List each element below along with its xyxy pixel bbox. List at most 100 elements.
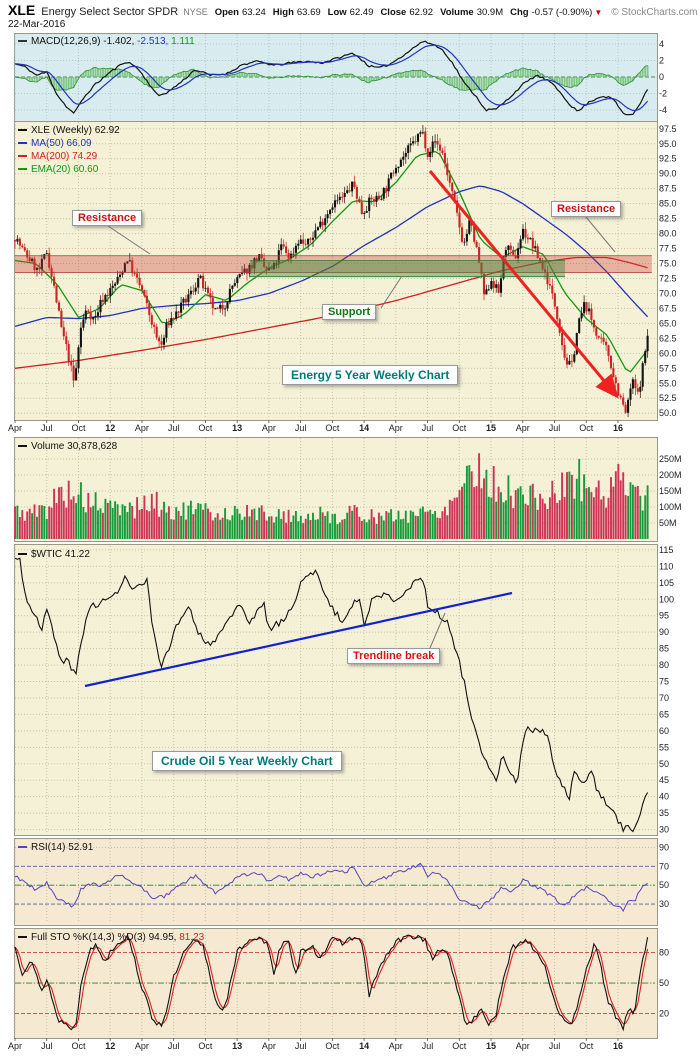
y-axis-tick-label: 4	[659, 39, 664, 49]
time-axis-label: Jul	[421, 1041, 434, 1051]
series-dash-icon	[18, 846, 27, 849]
symbol-name: Energy Select Sector SPDR	[41, 6, 179, 18]
change-down-triangle-icon: ▼	[594, 8, 603, 17]
time-axis-label: Jul	[167, 423, 180, 433]
y-axis-tick-label: 70.0	[659, 288, 677, 298]
time-axis-label: Apr	[134, 1041, 149, 1051]
time-axis-label: 15	[486, 423, 497, 433]
price-legend-row-2: MA(200) 74.29	[18, 151, 97, 162]
legend-text: MACD(12,26,9)	[31, 36, 104, 47]
quote-label: Volume	[440, 7, 474, 18]
y-axis-tick-label: 75	[659, 677, 669, 687]
y-axis-tick-label: 100	[659, 594, 674, 604]
y-axis-tick-label: 92.5	[659, 154, 677, 164]
time-axis-label: 15	[486, 1041, 497, 1051]
time-axis-label: Jul	[548, 1041, 561, 1051]
price-legend-row-1: MA(50) 66.09	[18, 138, 92, 149]
copyright: © StockCharts.com	[611, 7, 698, 18]
wtic-legend: $WTIC 41.22	[18, 549, 90, 560]
time-axis-label: Oct	[579, 423, 594, 433]
time-axis-label: Oct	[198, 1041, 213, 1051]
volume-legend: Volume 30,878,628	[18, 441, 117, 452]
y-axis-tick-label: 80	[659, 660, 669, 670]
y-axis-tick-label: 30	[659, 899, 669, 909]
legend-text: MA(200) 74.29	[31, 151, 98, 162]
time-axis-label: Oct	[71, 423, 86, 433]
chart-date: 22-Mar-2016	[8, 19, 66, 30]
price-legend-row-0: XLE (Weekly) 62.92	[18, 125, 120, 136]
y-axis-tick-label: 35	[659, 808, 669, 818]
time-axis-label: Jul	[40, 423, 53, 433]
series-dash-icon	[18, 155, 27, 158]
time-axis-label: Oct	[325, 423, 340, 433]
y-axis-tick-label: 50	[659, 880, 669, 890]
quote-value: 63.69	[296, 7, 321, 18]
y-axis-tick-label: 30	[659, 825, 669, 835]
series-dash-icon	[18, 129, 27, 132]
y-axis-tick-label: 50	[659, 978, 669, 988]
y-axis-tick-label: 85	[659, 644, 669, 654]
legend-text: 81.23	[179, 932, 205, 943]
quote-label: Low	[327, 7, 347, 18]
y-axis-tick-label: 87.5	[659, 184, 677, 194]
time-axis-label: 16	[612, 1041, 623, 1051]
stochastics-panel	[14, 928, 658, 1039]
quote-value: 62.92	[409, 7, 434, 18]
quote-value: 30.9M	[476, 7, 504, 18]
legend-text: -1.402,	[103, 36, 138, 47]
legend-text: 94.95,	[148, 932, 180, 943]
time-axis-label: Oct	[198, 423, 213, 433]
legend-text: $WTIC 41.22	[31, 549, 90, 560]
time-axis-bottom: Apr Jul Oct 12 Apr Jul Oct 13 Apr Jul Oct 14 Apr Jul O…	[0, 1038, 700, 1054]
header: XLE Energy Select Sector SPDR NYSE Open 6…	[0, 0, 700, 32]
series-dash-icon	[18, 445, 27, 448]
y-axis-tick-label: 97.5	[659, 124, 677, 134]
series-dash-icon	[18, 553, 27, 556]
y-axis-tick-label: 100M	[659, 502, 682, 512]
sto-legend: Full STO %K(14,3) %D(3) 94.95, 81.23	[18, 932, 204, 943]
time-axis-label: Apr	[515, 1041, 530, 1051]
y-axis-tick-label: 52.5	[659, 393, 677, 403]
time-axis-label: 12	[105, 423, 116, 433]
y-axis-tick-label: 45	[659, 775, 669, 785]
y-axis-tick-label: 65	[659, 709, 669, 719]
quote-row: Open 63.24 High 63.69 Low 62.49 Close 62.92 Volu…	[208, 7, 603, 18]
time-axis-label: Apr	[7, 423, 22, 433]
legend-text: -2.513,	[137, 36, 172, 47]
y-axis-tick-label: 72.5	[659, 273, 677, 283]
y-axis-tick-label: 150M	[659, 486, 682, 496]
quote-value: -0.57 (-0.90%)	[531, 7, 593, 18]
time-axis-top: Apr Jul Oct 12 Apr Jul Oct 13 Apr Jul Oct 14 Apr Jul O…	[0, 420, 700, 436]
y-axis-tick-label: 90	[659, 842, 669, 852]
y-axis-tick-label: 57.5	[659, 363, 677, 373]
y-axis-tick-label: 80.0	[659, 229, 677, 239]
time-axis-label: 12	[105, 1041, 116, 1051]
annotation-energy-title: Energy 5 Year Weekly Chart	[282, 365, 459, 385]
y-axis-tick-label: 60	[659, 726, 669, 736]
y-axis-tick-label: 70	[659, 861, 669, 871]
y-axis-tick-label: 40	[659, 792, 669, 802]
quote-label: Chg	[510, 7, 529, 18]
y-axis-tick-label: 65.0	[659, 318, 677, 328]
y-axis-tick-label: 95.0	[659, 139, 677, 149]
macd-legend: MACD(12,26,9) -1.402, -2.513, 1.111	[18, 36, 195, 47]
time-axis-label: Apr	[261, 423, 276, 433]
quote-label: High	[272, 7, 294, 18]
y-axis-tick-label: 75.0	[659, 259, 677, 269]
series-dash-icon	[18, 40, 27, 43]
quote-label: Close	[380, 7, 407, 18]
time-axis-label: 13	[232, 423, 243, 433]
y-axis-tick-label: 50.0	[659, 408, 677, 418]
legend-text: 1.111	[171, 36, 195, 47]
y-axis-tick-label: 50M	[659, 518, 677, 528]
y-axis-tick-label: 55	[659, 742, 669, 752]
symbol-row: XLE Energy Select Sector SPDR NYSE Open 6…	[8, 2, 698, 18]
rsi-legend: RSI(14) 52.91	[18, 842, 93, 853]
time-axis-label: Oct	[71, 1041, 86, 1051]
series-dash-icon	[18, 936, 27, 939]
rsi-panel	[14, 838, 658, 926]
y-axis-tick-label: 105	[659, 578, 674, 588]
time-axis-label: Jul	[40, 1041, 53, 1051]
quote-label: Open	[214, 7, 239, 18]
